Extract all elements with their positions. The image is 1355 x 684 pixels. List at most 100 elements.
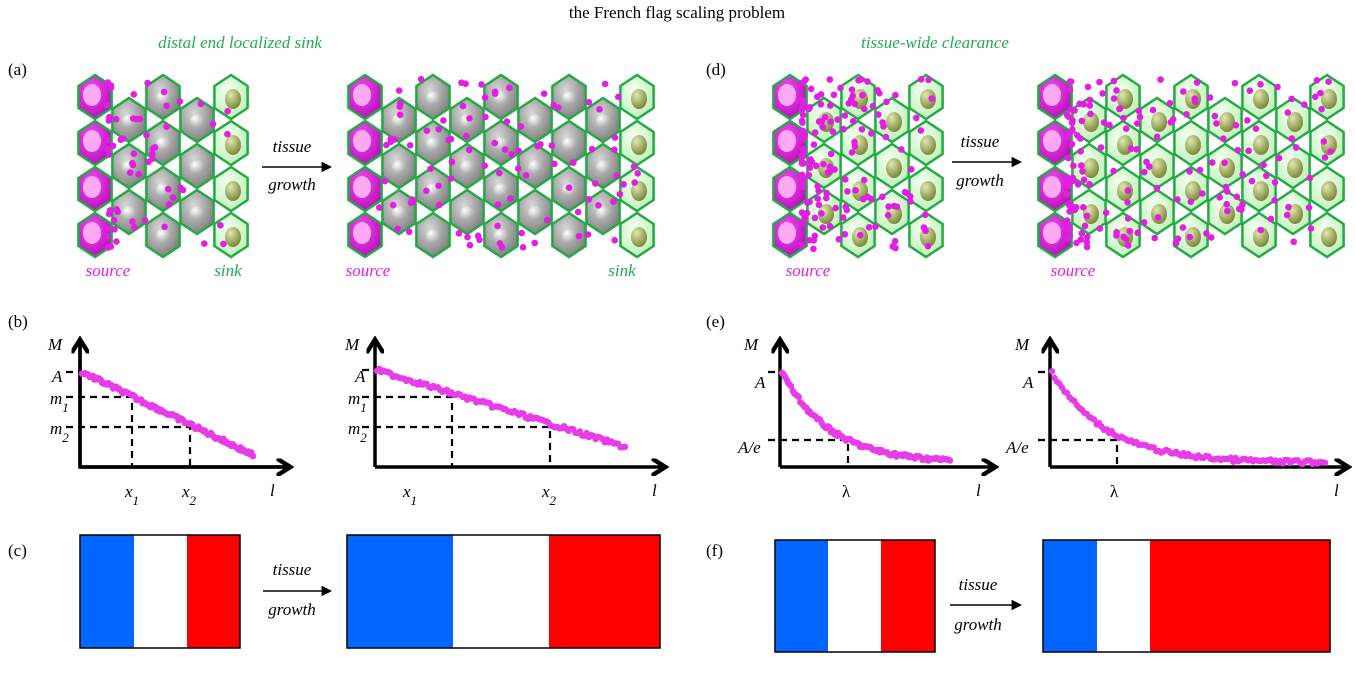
plot: M A A/e λ l <box>1005 335 1345 501</box>
morphogen-dot <box>460 103 467 110</box>
nucleus <box>83 222 101 244</box>
morphogen-dot <box>475 233 482 240</box>
morphogen-dot <box>520 244 527 251</box>
morphogen-dot <box>1290 239 1297 246</box>
morphogen-dot <box>595 202 602 209</box>
morphogen-dot <box>1257 81 1264 88</box>
nucleus <box>1253 89 1269 109</box>
morphogen-dot <box>1064 134 1071 141</box>
morphogen-dot <box>1285 109 1292 116</box>
morphogen-dot <box>913 115 920 122</box>
morphogen-dot <box>1192 96 1199 103</box>
morphogen-dot <box>800 146 807 153</box>
nucleus <box>1151 112 1167 132</box>
morphogen-dot <box>1301 101 1308 108</box>
base: m <box>50 419 62 438</box>
morphogen-dot <box>1245 148 1252 155</box>
morphogen-dot <box>1084 244 1091 251</box>
morphogen-dot <box>1101 119 1108 126</box>
nucleus <box>1151 158 1167 178</box>
morphogen-dot <box>1070 162 1077 169</box>
nucleus <box>353 222 371 244</box>
morphogen-dot <box>131 150 138 157</box>
nucleus <box>1185 135 1201 155</box>
morphogen-dot <box>634 170 641 177</box>
level-label: A <box>354 367 366 386</box>
morphogen-dot <box>1111 95 1118 102</box>
morphogen-dot <box>481 162 488 169</box>
level-label: A/e <box>737 438 761 457</box>
morphogen-dot <box>1221 160 1228 167</box>
nucleus <box>122 206 136 220</box>
nucleus <box>1185 181 1201 201</box>
flag-blue <box>80 535 134 648</box>
morphogen-dot <box>1087 111 1094 118</box>
nucleus <box>426 91 440 105</box>
morphogen-dot <box>456 230 463 237</box>
panel-heading: distal end localized sink <box>158 33 322 52</box>
morphogen-dot <box>1247 87 1254 94</box>
morphogen-dot <box>127 169 134 176</box>
morphogen-dot <box>823 195 830 202</box>
morphogen-dot <box>831 92 838 99</box>
nucleus <box>778 176 796 198</box>
morphogen-dot <box>177 98 184 105</box>
morphogen-dot <box>834 116 841 123</box>
morphogen-dot <box>129 160 136 167</box>
panel-label: (e) <box>706 312 725 331</box>
morphogen-dot <box>620 181 627 188</box>
plot: M A A/e λ l <box>737 335 992 501</box>
axis-label: M <box>47 335 63 354</box>
panel-label: (d) <box>706 60 726 79</box>
morphogen-dot <box>1133 146 1140 153</box>
nucleus <box>1253 135 1269 155</box>
morphogen-dot <box>858 76 865 83</box>
morphogen-dot <box>596 106 603 113</box>
morphogen-dot <box>800 184 807 191</box>
morphogen-dot <box>515 147 522 154</box>
morphogen-dot <box>144 80 151 87</box>
morphogen-dot <box>1157 76 1164 83</box>
nucleus <box>631 89 647 109</box>
morphogen-dot <box>612 134 619 141</box>
morphogen-dot <box>800 152 807 159</box>
morphogen-dot <box>852 143 859 150</box>
morphogen-dot <box>1081 177 1088 184</box>
axis-label: l <box>270 481 275 500</box>
morphogen-dot <box>482 94 489 101</box>
nucleus <box>460 160 474 174</box>
morphogen-dot <box>507 195 514 202</box>
morphogen-dot <box>868 196 875 203</box>
morphogen-dot <box>816 202 823 209</box>
morphogen-dot <box>1141 219 1148 226</box>
morphogen-dot <box>463 133 470 140</box>
morphogen-dot <box>1080 101 1087 108</box>
morphogen-dot <box>1220 135 1227 142</box>
subscript: 1 <box>133 493 140 508</box>
source-label: source <box>1051 261 1096 280</box>
morphogen-dot <box>1268 216 1275 223</box>
flag-red <box>1150 540 1330 652</box>
morphogen-dot <box>844 188 851 195</box>
morphogen-dot <box>800 178 807 185</box>
morphogen-dot <box>1069 117 1076 124</box>
morphogen-dot <box>496 170 503 177</box>
morphogen-dot <box>1180 224 1187 231</box>
morphogen-dot <box>820 224 827 231</box>
nucleus <box>920 135 936 155</box>
morphogen-dot <box>589 146 596 153</box>
nucleus <box>1151 204 1167 224</box>
morphogen-dot <box>827 223 834 230</box>
morphogen-dot <box>383 142 390 149</box>
morphogen-dot <box>1135 108 1142 115</box>
morphogen-dot <box>830 128 837 135</box>
morphogen-dot <box>842 204 849 211</box>
level-label: m2 <box>348 419 367 445</box>
morphogen-dot <box>1079 168 1086 175</box>
morphogen-dot <box>129 218 136 225</box>
morphogen-dot <box>1233 122 1240 129</box>
morphogen-dot <box>800 160 807 167</box>
morphogen-dot <box>1143 159 1150 166</box>
morphogen-dot <box>1082 223 1089 230</box>
nucleus <box>778 222 796 244</box>
